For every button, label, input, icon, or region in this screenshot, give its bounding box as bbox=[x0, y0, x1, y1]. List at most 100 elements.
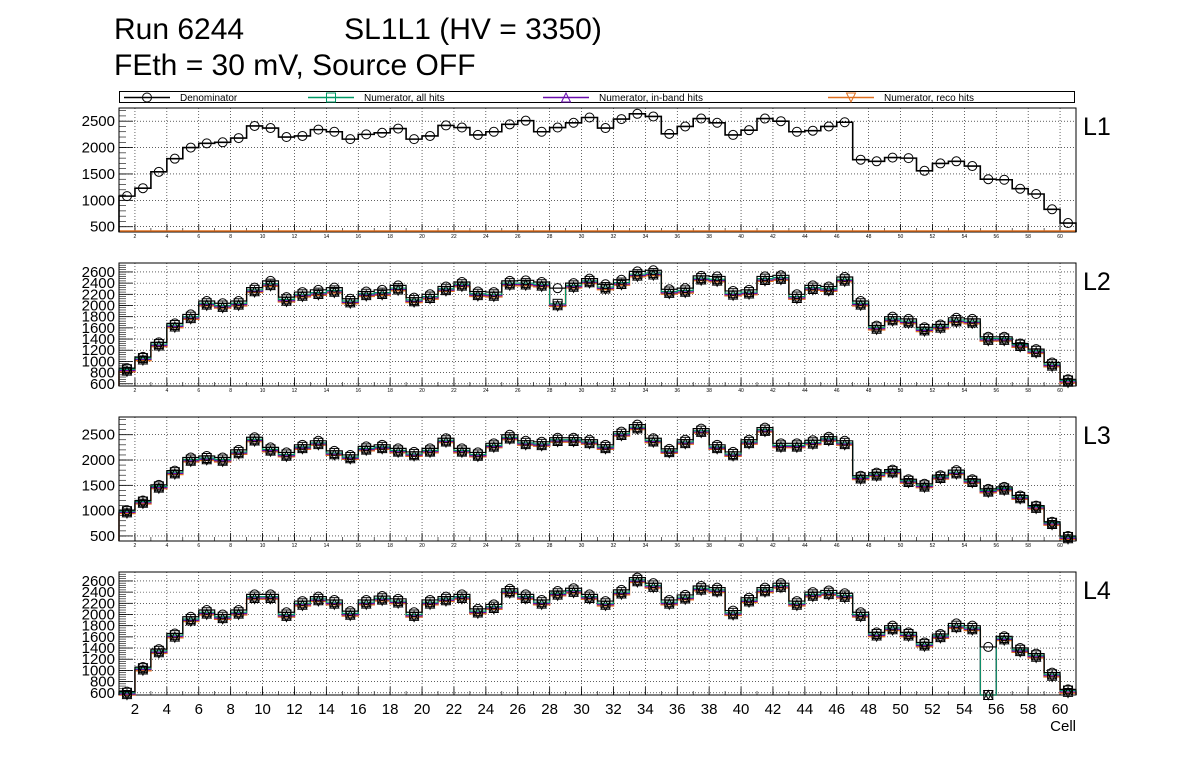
x-tick-small-label: 54 bbox=[962, 543, 968, 549]
all-hits-point bbox=[265, 278, 276, 289]
reco-hits-point bbox=[488, 604, 500, 615]
denominator-point bbox=[791, 126, 802, 137]
x-tick-small-label: 54 bbox=[962, 388, 968, 394]
x-tick-small-label: 48 bbox=[866, 388, 872, 394]
x-tick-label: 38 bbox=[701, 701, 718, 718]
denominator-point bbox=[536, 594, 547, 605]
denominator-point bbox=[137, 351, 148, 362]
reco-hits-point bbox=[967, 318, 978, 330]
reco-hits-point bbox=[695, 585, 707, 597]
inband-hits-point bbox=[456, 446, 468, 457]
reco-hits-point bbox=[360, 291, 372, 302]
denominator-point bbox=[887, 620, 898, 631]
denominator-point bbox=[329, 126, 340, 137]
denominator-point bbox=[456, 443, 467, 454]
x-tick-small-label: 4 bbox=[165, 543, 168, 549]
inband-hits-point bbox=[360, 444, 372, 455]
all-hits-point bbox=[759, 273, 770, 284]
denominator-point bbox=[696, 580, 707, 591]
denominator-point bbox=[919, 637, 930, 648]
all-hits-point bbox=[472, 288, 483, 299]
all-hits-point bbox=[425, 291, 436, 302]
all-hits-point bbox=[632, 422, 643, 433]
inband-hits-point bbox=[855, 472, 866, 484]
x-tick-small-label: 26 bbox=[515, 388, 521, 394]
x-tick-small-label: 2 bbox=[134, 388, 137, 394]
denominator-point bbox=[600, 123, 611, 134]
denominator-point bbox=[504, 119, 515, 130]
inband-hits-point bbox=[919, 480, 930, 492]
reco-hits-point bbox=[887, 316, 898, 328]
y-tick-label: 2600 bbox=[82, 573, 115, 590]
denominator-point bbox=[281, 132, 292, 143]
inband-hits-point bbox=[679, 437, 691, 449]
all-hits-point bbox=[488, 601, 499, 612]
y-tick-label: 2000 bbox=[82, 452, 115, 469]
x-tick-small-label: 52 bbox=[930, 234, 936, 240]
inband-hits-point bbox=[982, 486, 994, 497]
inband-hits-point bbox=[871, 629, 882, 641]
denominator-point bbox=[664, 284, 675, 295]
denominator-point bbox=[568, 583, 579, 594]
x-tick-small-label: 14 bbox=[324, 388, 330, 394]
all-hits-point bbox=[759, 584, 770, 595]
x-tick-small-label: 38 bbox=[706, 234, 712, 240]
denominator-point bbox=[744, 592, 755, 603]
x-tick-small-label: 4 bbox=[165, 234, 168, 240]
inband-hits-point bbox=[440, 435, 452, 447]
x-tick-label: 50 bbox=[892, 701, 909, 718]
denominator-point bbox=[568, 432, 579, 443]
reco-hits-point bbox=[584, 278, 595, 290]
denominator-point bbox=[201, 450, 212, 461]
y-tick-label: 500 bbox=[90, 528, 115, 545]
all-hits-point bbox=[791, 291, 802, 302]
denominator-point bbox=[329, 594, 340, 605]
denominator-histogram bbox=[118, 269, 1077, 386]
denominator-point bbox=[265, 589, 276, 600]
all-hits-point bbox=[712, 584, 723, 595]
denominator-point bbox=[201, 138, 212, 149]
reco-hits-point bbox=[456, 281, 468, 293]
y-tick-label: 1800 bbox=[82, 618, 115, 635]
x-tick-small-label: 50 bbox=[898, 543, 904, 549]
denominator-point bbox=[1063, 218, 1074, 229]
inband-hits-point bbox=[695, 426, 707, 437]
legend-label-1: Numerator, all hits bbox=[364, 93, 445, 104]
all-hits-point bbox=[823, 283, 834, 294]
y-tick-label: 2600 bbox=[82, 264, 115, 281]
inband-hits-point bbox=[568, 435, 579, 447]
reco-hits-point bbox=[201, 300, 213, 312]
all-hits-point bbox=[504, 278, 515, 289]
reco-hits-point bbox=[520, 594, 532, 605]
all-hits-point bbox=[839, 274, 850, 285]
inband-hits-point bbox=[153, 646, 165, 658]
reco-hits-point bbox=[632, 577, 643, 588]
inband-hits-point bbox=[1030, 346, 1042, 358]
denominator-point bbox=[903, 313, 914, 324]
inband-hits-point bbox=[1046, 518, 1058, 530]
all-hits-point bbox=[233, 607, 244, 618]
denominator-point bbox=[999, 481, 1010, 492]
denominator-point bbox=[153, 337, 164, 348]
y-tick-label: 500 bbox=[90, 219, 115, 236]
denominator-point bbox=[281, 607, 292, 618]
all-hits-point bbox=[456, 279, 467, 290]
x-tick-small-label: 18 bbox=[387, 388, 393, 394]
legend-marker-2 bbox=[560, 91, 572, 103]
reco-hits-point bbox=[695, 275, 707, 287]
all-hits-point bbox=[345, 296, 356, 307]
denominator-point bbox=[121, 363, 132, 374]
reco-hits-point bbox=[727, 610, 739, 621]
panel-label: L4 bbox=[1083, 577, 1111, 605]
denominator-point bbox=[648, 433, 659, 444]
all-hits-point bbox=[313, 287, 324, 298]
denominator-point bbox=[297, 596, 308, 607]
denominator-point bbox=[520, 115, 531, 126]
denominator-point bbox=[584, 434, 595, 445]
denominator-point bbox=[552, 432, 563, 443]
x-tick-small-label: 12 bbox=[292, 543, 298, 549]
denominator-point bbox=[393, 443, 404, 454]
all-hits-point bbox=[855, 609, 866, 620]
y-tick-label: 800 bbox=[90, 674, 115, 691]
denominator-point bbox=[393, 280, 404, 291]
